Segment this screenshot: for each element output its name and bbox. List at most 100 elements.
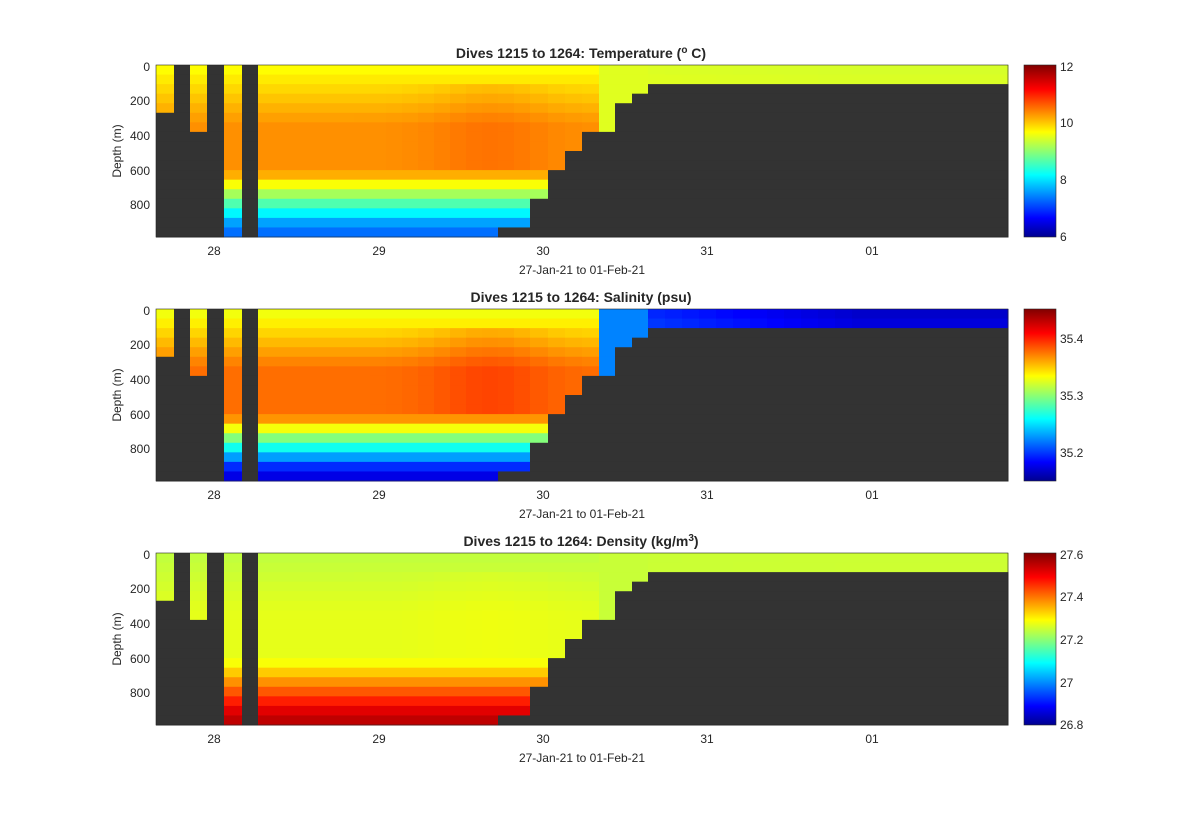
heatmap-cell xyxy=(466,414,483,425)
no-data-cell xyxy=(886,189,904,200)
no-data-cell xyxy=(937,366,955,377)
heatmap-cell xyxy=(548,347,566,358)
heatmap-cell xyxy=(258,189,275,200)
no-data-cell xyxy=(648,227,666,238)
no-data-cell xyxy=(835,677,853,688)
heatmap-cell xyxy=(322,433,339,444)
no-data-cell xyxy=(937,686,955,697)
no-data-cell xyxy=(242,686,259,697)
no-data-cell xyxy=(665,696,683,707)
heatmap-cell xyxy=(514,562,531,573)
no-data-cell xyxy=(599,696,616,707)
heatmap-cell xyxy=(530,667,549,678)
heatmap-cell xyxy=(258,658,275,669)
no-data-cell xyxy=(767,122,785,133)
heatmap-cell xyxy=(648,309,666,320)
no-data-cell xyxy=(1005,93,1009,104)
heatmap-cell xyxy=(370,356,387,367)
no-data-cell xyxy=(971,151,989,162)
no-data-cell xyxy=(869,170,887,181)
heatmap-cell xyxy=(599,610,616,621)
no-data-cell xyxy=(632,151,649,162)
heatmap-cell xyxy=(1005,318,1009,329)
no-data-cell xyxy=(207,404,225,415)
heatmap-cell xyxy=(386,629,403,640)
no-data-cell xyxy=(937,328,955,339)
heatmap-cell xyxy=(514,65,531,76)
no-data-cell xyxy=(716,423,734,434)
heatmap-cell xyxy=(386,677,403,688)
no-data-cell xyxy=(903,677,921,688)
no-data-cell xyxy=(648,591,666,602)
heatmap-cell xyxy=(599,553,616,564)
no-data-cell xyxy=(988,696,1006,707)
y-tick-label: 0 xyxy=(143,304,150,318)
heatmap-cell xyxy=(386,715,403,726)
heatmap-cell xyxy=(767,318,785,329)
no-data-cell xyxy=(954,667,972,678)
heatmap-cell xyxy=(937,74,955,85)
heatmap-cell xyxy=(450,610,467,621)
heatmap-cell xyxy=(274,151,291,162)
no-data-cell xyxy=(835,639,853,650)
heatmap-cell xyxy=(338,658,355,669)
no-data-cell xyxy=(716,705,734,716)
heatmap-cell xyxy=(450,208,467,219)
no-data-cell xyxy=(954,572,972,583)
no-data-cell xyxy=(242,208,259,219)
no-data-cell xyxy=(242,629,259,640)
heatmap-cell xyxy=(386,581,403,592)
no-data-cell xyxy=(852,715,870,726)
no-data-cell xyxy=(835,103,853,114)
heatmap-cell xyxy=(418,65,435,76)
no-data-cell xyxy=(750,442,768,453)
heatmap-cell xyxy=(224,610,243,621)
no-data-cell xyxy=(733,198,751,209)
no-data-cell xyxy=(207,103,225,114)
no-data-cell xyxy=(242,93,259,104)
heatmap-cell xyxy=(466,170,483,181)
no-data-cell xyxy=(548,686,566,697)
heatmap-cell xyxy=(354,385,371,396)
no-data-cell xyxy=(852,591,870,602)
no-data-cell xyxy=(886,93,904,104)
heatmap-cell xyxy=(338,217,355,228)
heatmap-cell xyxy=(498,705,515,716)
heatmap-cell xyxy=(434,658,451,669)
heatmap-cell xyxy=(466,648,483,659)
heatmap-cell xyxy=(482,581,499,592)
no-data-cell xyxy=(869,347,887,358)
heatmap-cell xyxy=(402,217,419,228)
no-data-cell xyxy=(733,452,751,463)
heatmap-cell xyxy=(386,337,403,348)
no-data-cell xyxy=(767,366,785,377)
no-data-cell xyxy=(886,170,904,181)
no-data-cell xyxy=(937,600,955,611)
heatmap-cell xyxy=(548,629,566,640)
no-data-cell xyxy=(852,677,870,688)
no-data-cell xyxy=(242,696,259,707)
no-data-cell xyxy=(716,328,734,339)
no-data-cell xyxy=(156,122,175,133)
heatmap-cell xyxy=(190,356,208,367)
heatmap-cell xyxy=(258,217,275,228)
heatmap-cell xyxy=(599,581,616,592)
no-data-cell xyxy=(548,658,566,669)
no-data-cell xyxy=(801,366,819,377)
no-data-cell xyxy=(954,160,972,171)
heatmap-cell xyxy=(466,179,483,190)
no-data-cell xyxy=(615,375,633,386)
heatmap-cell xyxy=(716,318,734,329)
heatmap-cell xyxy=(354,572,371,583)
no-data-cell xyxy=(174,385,191,396)
no-data-cell xyxy=(801,179,819,190)
no-data-cell xyxy=(886,648,904,659)
heatmap-cell xyxy=(370,151,387,162)
heatmap-cell xyxy=(482,452,499,463)
heatmap-cell xyxy=(548,610,566,621)
no-data-cell xyxy=(954,591,972,602)
no-data-cell xyxy=(599,639,616,650)
no-data-cell xyxy=(801,356,819,367)
heatmap-cell xyxy=(290,404,307,415)
colorbar-tick-label: 8 xyxy=(1060,173,1067,187)
